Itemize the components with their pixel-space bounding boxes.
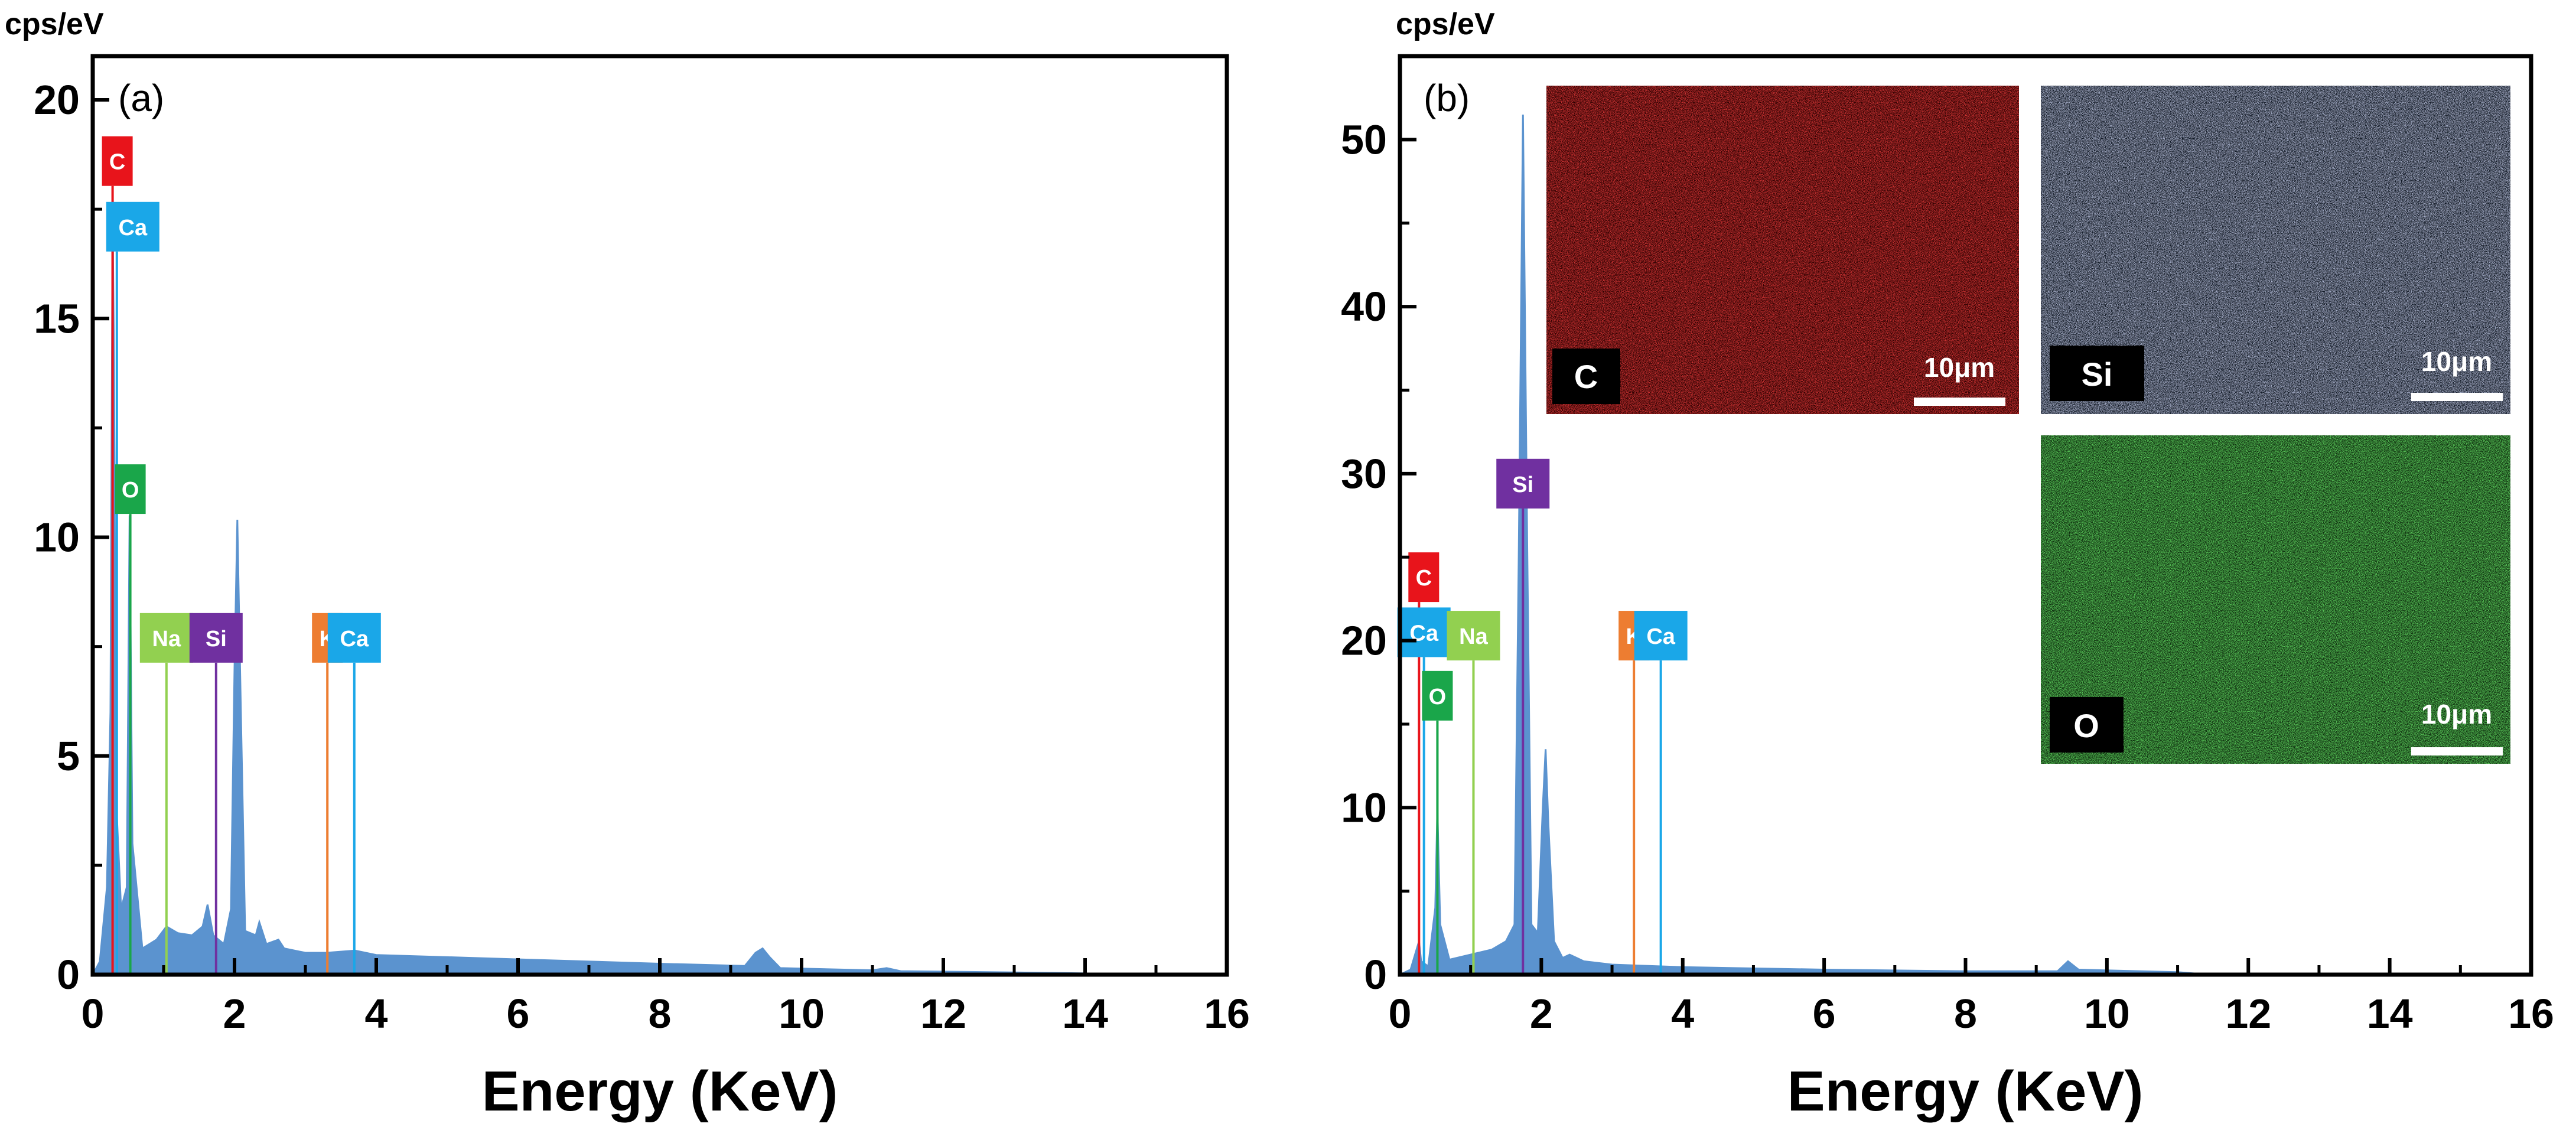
x-tick-label: 2 bbox=[1530, 991, 1553, 1037]
element-badge-na bbox=[139, 613, 193, 663]
y-tick-label: 30 bbox=[1341, 451, 1387, 497]
element-badge-o bbox=[1422, 670, 1453, 721]
element-badge-c bbox=[1408, 552, 1440, 603]
y-tick-label: 0 bbox=[1364, 952, 1387, 998]
spectrum-trace bbox=[91, 209, 1086, 976]
panel-label: (b) bbox=[1424, 77, 1470, 119]
element-badge-na bbox=[1447, 611, 1500, 661]
y-tick-label: 20 bbox=[34, 77, 80, 123]
x-tick-label: 8 bbox=[1954, 991, 1977, 1037]
scale-bar-label: 10μm bbox=[2421, 346, 2492, 377]
element-badge-o bbox=[115, 464, 146, 514]
map-element-label: O bbox=[2073, 707, 2099, 744]
x-tick-label: 12 bbox=[920, 991, 966, 1037]
x-tick-label: 14 bbox=[1062, 991, 1108, 1037]
y-tick-label: 0 bbox=[57, 952, 80, 998]
x-tick-label: 6 bbox=[1813, 991, 1836, 1037]
y-tick-label: 20 bbox=[1341, 618, 1387, 664]
map-element-label: C bbox=[1574, 358, 1598, 395]
element-badge-si bbox=[1496, 458, 1550, 509]
y-tick-label: 5 bbox=[57, 733, 80, 779]
map-inset-o: O 10μm bbox=[2041, 435, 2510, 764]
map-texture bbox=[1546, 86, 2019, 414]
element-label-na: Na bbox=[1459, 624, 1488, 649]
element-badge-si bbox=[189, 613, 243, 663]
map-inset-c: C 10μm bbox=[1546, 86, 2019, 414]
element-label-o: O bbox=[122, 478, 139, 503]
y-unit-label: cps/eV bbox=[5, 7, 104, 41]
x-tick-label: 16 bbox=[1204, 991, 1250, 1037]
spectrum-area-a bbox=[91, 209, 1086, 976]
scale-bar bbox=[1914, 398, 2005, 406]
y-tick-label: 10 bbox=[1341, 784, 1387, 831]
element-badge-ca bbox=[327, 613, 381, 663]
y-tick-label: 15 bbox=[34, 295, 80, 341]
element-badge-c bbox=[102, 136, 133, 186]
y-unit-label: cps/eV bbox=[1396, 7, 1495, 41]
y-tick-label: 50 bbox=[1341, 116, 1387, 162]
x-axis-label: Energy (KeV) bbox=[1787, 1060, 2144, 1123]
element-label-ca: Ca bbox=[340, 627, 369, 652]
x-axis-label: Energy (KeV) bbox=[482, 1060, 838, 1123]
element-badge-ca bbox=[1634, 611, 1688, 661]
map-element-badge bbox=[2050, 346, 2144, 401]
element-label-c: C bbox=[109, 150, 125, 175]
map-element-badge bbox=[1552, 349, 1620, 404]
element-label-ca: Ca bbox=[119, 216, 148, 240]
x-tick-label: 4 bbox=[365, 991, 388, 1037]
plot-frame bbox=[90, 54, 1229, 977]
x-tick-label: 0 bbox=[1389, 991, 1412, 1037]
x-tick-label: 10 bbox=[779, 991, 825, 1037]
x-tick-label: 6 bbox=[507, 991, 530, 1037]
scale-bar-label: 10μm bbox=[2421, 699, 2492, 730]
element-badge-ca bbox=[106, 201, 159, 252]
x-tick-label: 12 bbox=[2225, 991, 2271, 1037]
map-element-label: Si bbox=[2082, 356, 2113, 393]
map-inset-si: Si 10μm bbox=[2041, 86, 2510, 414]
x-tick-label: 4 bbox=[1671, 991, 1694, 1037]
element-label-si: Si bbox=[1512, 473, 1533, 497]
y-tick-label: 10 bbox=[34, 514, 80, 561]
map-element-badge bbox=[2050, 697, 2124, 753]
x-tick-label: 16 bbox=[2508, 991, 2554, 1037]
scale-bar bbox=[2411, 747, 2503, 756]
x-tick-label: 8 bbox=[649, 991, 672, 1037]
panel-label: (a) bbox=[118, 77, 164, 119]
element-label-ca: Ca bbox=[1646, 624, 1675, 649]
scale-bar-label: 10μm bbox=[1924, 352, 1995, 383]
x-tick-label: 14 bbox=[2367, 991, 2413, 1037]
y-tick-label: 40 bbox=[1341, 284, 1387, 330]
scale-bar bbox=[2411, 393, 2503, 401]
x-tick-label: 0 bbox=[82, 991, 105, 1037]
element-label-na: Na bbox=[152, 627, 181, 652]
x-tick-label: 10 bbox=[2084, 991, 2130, 1037]
x-tick-label: 2 bbox=[223, 991, 246, 1037]
element-badge-ca bbox=[1397, 607, 1451, 657]
element-label-o: O bbox=[1429, 685, 1447, 709]
element-label-c: C bbox=[1416, 566, 1432, 591]
element-label-si: Si bbox=[206, 627, 227, 652]
